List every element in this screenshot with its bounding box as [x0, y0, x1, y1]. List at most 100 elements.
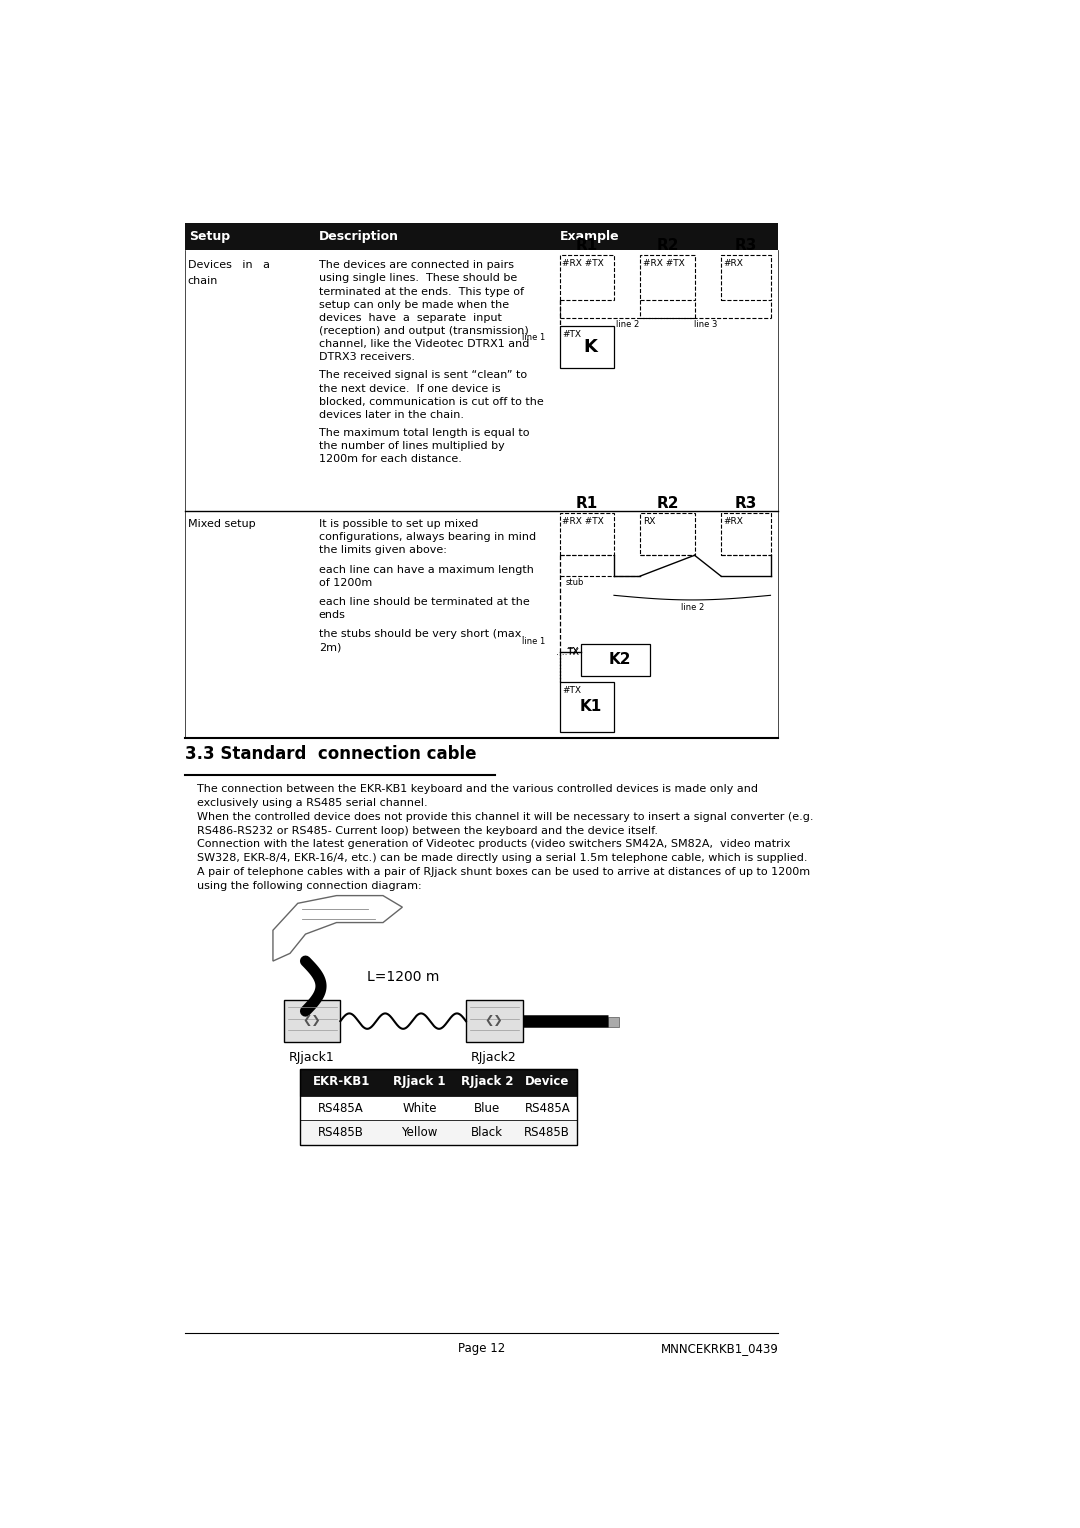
Bar: [284, 999, 340, 1042]
Text: using the following connection diagram:: using the following connection diagram:: [197, 882, 421, 891]
Text: EKR-KB1: EKR-KB1: [312, 1076, 369, 1088]
Text: ends: ends: [319, 610, 346, 620]
Text: A pair of telephone cables with a pair of RJjack shunt boxes can be used to arri: A pair of telephone cables with a pair o…: [197, 866, 810, 877]
Text: R1: R1: [576, 497, 598, 512]
Text: When the controlled device does not provide this channel it will be necessary to: When the controlled device does not prov…: [197, 811, 813, 822]
Text: MNNCEKRKB1_0439: MNNCEKRKB1_0439: [660, 1342, 779, 1355]
Bar: [300, 1070, 577, 1144]
Text: RS485B: RS485B: [525, 1126, 570, 1140]
Bar: [186, 223, 779, 251]
Bar: [559, 513, 613, 555]
Text: setup can only be made when the: setup can only be made when the: [319, 299, 509, 310]
Text: RS485A: RS485A: [525, 1102, 570, 1114]
Bar: [300, 1070, 577, 1096]
Text: RJjack 1: RJjack 1: [393, 1076, 446, 1088]
Bar: [300, 1096, 577, 1120]
Bar: [300, 1120, 577, 1144]
Text: Page 12: Page 12: [458, 1342, 505, 1355]
Text: Black: Black: [471, 1126, 503, 1140]
Bar: [721, 255, 770, 301]
Text: 2m): 2m): [319, 642, 341, 652]
Text: RS485A: RS485A: [319, 1102, 364, 1114]
Text: R2: R2: [657, 238, 678, 254]
Text: Blue: Blue: [474, 1102, 500, 1114]
Text: #TX: #TX: [562, 330, 581, 339]
Text: RX: RX: [643, 516, 654, 526]
Text: (reception) and output (transmission): (reception) and output (transmission): [319, 325, 528, 336]
Text: #RX: #RX: [724, 258, 743, 267]
Text: configurations, always bearing in mind: configurations, always bearing in mind: [319, 532, 536, 542]
Text: RS486-RS232 or RS485- Current loop) between the keyboard and the device itself.: RS486-RS232 or RS485- Current loop) betw…: [197, 825, 658, 836]
Text: R3: R3: [734, 497, 757, 512]
Bar: [559, 683, 613, 732]
Text: #RX #TX: #RX #TX: [562, 516, 604, 526]
Text: line 2: line 2: [680, 604, 704, 613]
Bar: [608, 1016, 619, 1027]
Text: terminated at the ends.  This type of: terminated at the ends. This type of: [319, 287, 524, 296]
Text: Yellow: Yellow: [402, 1126, 437, 1140]
Text: #TX: #TX: [562, 686, 581, 695]
Text: each line can have a maximum length: each line can have a maximum length: [319, 564, 534, 575]
Text: The connection between the EKR-KB1 keyboard and the various controlled devices i: The connection between the EKR-KB1 keybo…: [197, 784, 758, 795]
Text: line 3: line 3: [693, 321, 717, 330]
Text: Example: Example: [559, 231, 619, 243]
Text: Mixed setup: Mixed setup: [188, 520, 255, 529]
Text: the number of lines multiplied by: the number of lines multiplied by: [319, 442, 504, 451]
Text: The devices are connected in pairs: The devices are connected in pairs: [319, 260, 514, 270]
Text: The maximum total length is equal to: The maximum total length is equal to: [319, 428, 529, 439]
Text: K: K: [584, 338, 597, 356]
Text: 3.3 Standard  connection cable: 3.3 Standard connection cable: [186, 746, 477, 764]
Text: The received signal is sent “clean” to: The received signal is sent “clean” to: [319, 370, 527, 380]
Text: #RX #TX: #RX #TX: [643, 258, 685, 267]
Text: Device: Device: [525, 1076, 569, 1088]
Bar: [721, 513, 770, 555]
Text: Devices   in   a: Devices in a: [188, 260, 270, 270]
Text: Connection with the latest generation of Videotec products (video switchers SM42: Connection with the latest generation of…: [197, 839, 791, 850]
Text: channel, like the Videotec DTRX1 and: channel, like the Videotec DTRX1 and: [319, 339, 529, 348]
Text: TX: TX: [567, 646, 578, 656]
Text: RJjack2: RJjack2: [471, 1051, 516, 1063]
Text: stub: stub: [565, 579, 583, 587]
Text: R3: R3: [734, 238, 757, 254]
Text: the stubs should be very short (max.: the stubs should be very short (max.: [319, 630, 525, 639]
Text: chain: chain: [188, 275, 218, 286]
Text: line 1: line 1: [523, 637, 545, 646]
Text: devices  have  a  separate  input: devices have a separate input: [319, 313, 501, 322]
Text: Description: Description: [319, 231, 399, 243]
Text: Setup: Setup: [189, 231, 230, 243]
Text: blocked, communication is cut off to the: blocked, communication is cut off to the: [319, 397, 543, 406]
Text: the limits given above:: the limits given above:: [319, 545, 446, 555]
Text: R1: R1: [576, 238, 598, 254]
Text: SW328, EKR-8/4, EKR-16/4, etc.) can be made directly using a serial 1.5m telepho: SW328, EKR-8/4, EKR-16/4, etc.) can be m…: [197, 853, 808, 863]
Bar: [640, 513, 694, 555]
Bar: [581, 643, 650, 677]
Text: RS485B: RS485B: [319, 1126, 364, 1140]
Text: line 1: line 1: [523, 333, 545, 342]
Text: DTRX3 receivers.: DTRX3 receivers.: [319, 351, 415, 362]
Bar: [559, 255, 613, 301]
Text: It is possible to set up mixed: It is possible to set up mixed: [319, 520, 478, 529]
Text: using single lines.  These should be: using single lines. These should be: [319, 274, 517, 284]
Text: ❮❯: ❮❯: [485, 1015, 503, 1025]
Text: the next device.  If one device is: the next device. If one device is: [319, 384, 500, 394]
Text: K2: K2: [608, 652, 631, 668]
Text: 1200m for each distance.: 1200m for each distance.: [319, 454, 461, 465]
Text: White: White: [402, 1102, 436, 1114]
Text: of 1200m: of 1200m: [319, 578, 372, 588]
Bar: [640, 255, 694, 301]
Text: RJjack 2: RJjack 2: [460, 1076, 513, 1088]
Text: #RX #TX: #RX #TX: [562, 258, 604, 267]
Bar: [465, 999, 523, 1042]
Text: RJjack1: RJjack1: [288, 1051, 335, 1063]
Text: exclusively using a RS485 serial channel.: exclusively using a RS485 serial channel…: [197, 798, 428, 808]
Text: #RX: #RX: [724, 516, 743, 526]
Text: L=1200 m: L=1200 m: [367, 970, 440, 984]
Text: each line should be terminated at the: each line should be terminated at the: [319, 597, 529, 607]
Text: line 2: line 2: [616, 321, 638, 330]
Text: R2: R2: [657, 497, 678, 512]
Text: ❮❯: ❮❯: [302, 1015, 321, 1025]
Text: K1: K1: [580, 700, 602, 715]
Text: devices later in the chain.: devices later in the chain.: [319, 410, 463, 420]
Text: ....TX: ....TX: [556, 648, 579, 657]
Bar: [559, 325, 613, 368]
